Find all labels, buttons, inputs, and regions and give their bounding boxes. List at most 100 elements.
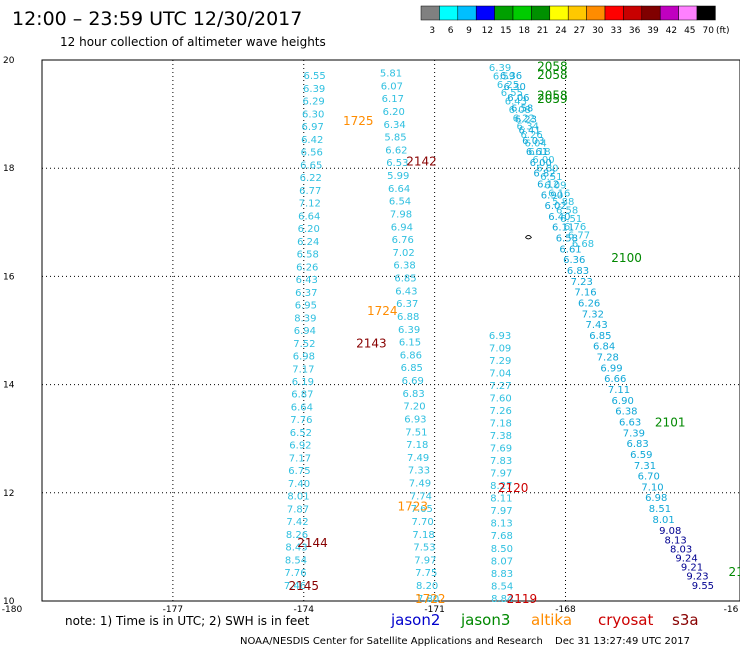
chart-title: 12:00 – 23:59 UTC 12/30/2017 bbox=[12, 8, 302, 30]
data-label: 6.26 bbox=[578, 298, 600, 309]
colorbar-swatch bbox=[659, 5, 679, 21]
data-label: 8.50 bbox=[491, 544, 513, 555]
data-label: 6.25 bbox=[497, 80, 519, 91]
colorbar-label: 30 bbox=[592, 26, 604, 36]
y-tick-label: 20 bbox=[3, 56, 15, 66]
data-label: 6.62 bbox=[385, 145, 407, 156]
data-label: 7.74 bbox=[410, 491, 432, 502]
data-label: 6.39 bbox=[303, 84, 325, 95]
data-label: 6.16 bbox=[548, 189, 570, 200]
data-label: 6.26 bbox=[521, 130, 543, 141]
colorbar-label: 45 bbox=[684, 26, 695, 36]
data-label: 7.42 bbox=[286, 517, 308, 528]
pass-time-label: 2142 bbox=[406, 155, 437, 169]
data-label: 8.51 bbox=[649, 504, 671, 515]
data-label: 7.69 bbox=[490, 444, 512, 455]
data-label: 8.01 bbox=[287, 492, 309, 503]
data-label: 6.94 bbox=[294, 326, 316, 337]
data-label: 6.11 bbox=[552, 223, 574, 234]
data-label: 6.04 bbox=[524, 138, 546, 149]
data-label: 6.93 bbox=[404, 414, 426, 425]
colorbar-swatch bbox=[586, 5, 606, 21]
data-label: 6.93 bbox=[489, 331, 511, 342]
data-label: 6.34 bbox=[383, 120, 405, 131]
data-label: 8.03 bbox=[670, 544, 692, 555]
data-label: 7.31 bbox=[634, 461, 656, 472]
data-label: 6.43 bbox=[505, 97, 527, 108]
data-label: 7.32 bbox=[582, 309, 604, 320]
data-label: 7.97 bbox=[490, 469, 512, 480]
data-label: 7.23 bbox=[571, 277, 593, 288]
data-label: 6.95 bbox=[295, 301, 317, 312]
data-label: 6.07 bbox=[381, 81, 403, 92]
island-shape bbox=[525, 235, 532, 240]
data-label: 6.22 bbox=[513, 113, 535, 124]
data-label: 6.37 bbox=[295, 288, 317, 299]
colorbar-swatch bbox=[531, 5, 551, 21]
data-label: 6.88 bbox=[397, 312, 419, 323]
data-label: 9.08 bbox=[659, 526, 681, 537]
data-label: 6.00 bbox=[530, 158, 552, 169]
data-label: 7.02 bbox=[393, 248, 415, 259]
data-label: 7.40 bbox=[288, 479, 310, 490]
pass-time-label: 2145 bbox=[288, 579, 319, 593]
colorbar-swatch bbox=[494, 5, 514, 21]
data-label: 6.76 bbox=[564, 222, 586, 233]
data-label: 6.83 bbox=[402, 389, 424, 400]
data-label: 7.49 bbox=[407, 453, 429, 464]
colorbar-swatch bbox=[475, 5, 495, 21]
x-tick-label: -171 bbox=[424, 605, 444, 615]
data-label: 6.61 bbox=[559, 244, 581, 255]
data-label: 5.99 bbox=[387, 171, 409, 182]
data-label: 8.13 bbox=[490, 519, 512, 530]
data-label: 9.24 bbox=[675, 554, 697, 565]
data-label: 7.53 bbox=[413, 543, 435, 554]
colorbar-label: 3 bbox=[429, 26, 435, 36]
data-label: 6.36 bbox=[500, 71, 522, 82]
data-label: 6.51 bbox=[560, 214, 582, 225]
colorbar-label: 33 bbox=[610, 26, 621, 36]
data-label: 7.75 bbox=[415, 568, 437, 579]
data-label: 6.43 bbox=[296, 275, 318, 286]
data-label: 6.15 bbox=[399, 338, 421, 349]
data-label: 6.38 bbox=[615, 407, 637, 418]
data-label: 6.06 bbox=[507, 93, 529, 104]
data-label: 7.97 bbox=[490, 506, 512, 517]
y-tick-label: 12 bbox=[3, 489, 14, 499]
data-label: 6.12 bbox=[537, 179, 559, 190]
data-label: 7.26 bbox=[490, 406, 512, 417]
data-label: 8.54 bbox=[491, 581, 513, 592]
data-label: 5.85 bbox=[384, 133, 406, 144]
chart-subtitle: 12 hour collection of altimeter wave hei… bbox=[60, 35, 326, 49]
pass-time-label: 1725 bbox=[343, 114, 374, 128]
data-label: 6.84 bbox=[593, 342, 615, 353]
data-label: 6.08 bbox=[509, 105, 531, 116]
colorbar-label: 9 bbox=[466, 26, 472, 36]
colorbar-label: 27 bbox=[574, 26, 585, 36]
data-label: 7.38 bbox=[490, 431, 512, 442]
legend-s3a: s3a bbox=[672, 611, 699, 629]
data-label: 6.64 bbox=[388, 184, 410, 195]
data-label: 7.10 bbox=[641, 482, 663, 493]
data-label: 7.18 bbox=[412, 530, 434, 541]
pass-time-label: 1723 bbox=[398, 499, 429, 513]
data-label: 6.56 bbox=[301, 148, 323, 159]
data-label: 6.94 bbox=[391, 222, 413, 233]
legend-altika: altika bbox=[531, 611, 572, 629]
data-label: 6.77 bbox=[299, 186, 321, 197]
colorbar-swatch bbox=[420, 5, 440, 21]
data-label: 6.58 bbox=[556, 234, 578, 245]
data-label: 6.36 bbox=[563, 255, 585, 266]
data-label: 6.41 bbox=[518, 125, 540, 136]
colorbar-swatch bbox=[678, 5, 698, 21]
data-label: 6.09 bbox=[544, 180, 566, 191]
data-label: 8.11 bbox=[490, 494, 512, 505]
x-tick-label: -168 bbox=[555, 605, 576, 615]
data-label: 6.20 bbox=[298, 224, 320, 235]
data-label: 7.20 bbox=[403, 402, 425, 413]
data-label: 8.54 bbox=[285, 555, 307, 566]
pass-time-label: 2059 bbox=[537, 92, 568, 106]
data-label: 6.66 bbox=[604, 374, 626, 385]
data-label: 6.55 bbox=[304, 71, 326, 82]
